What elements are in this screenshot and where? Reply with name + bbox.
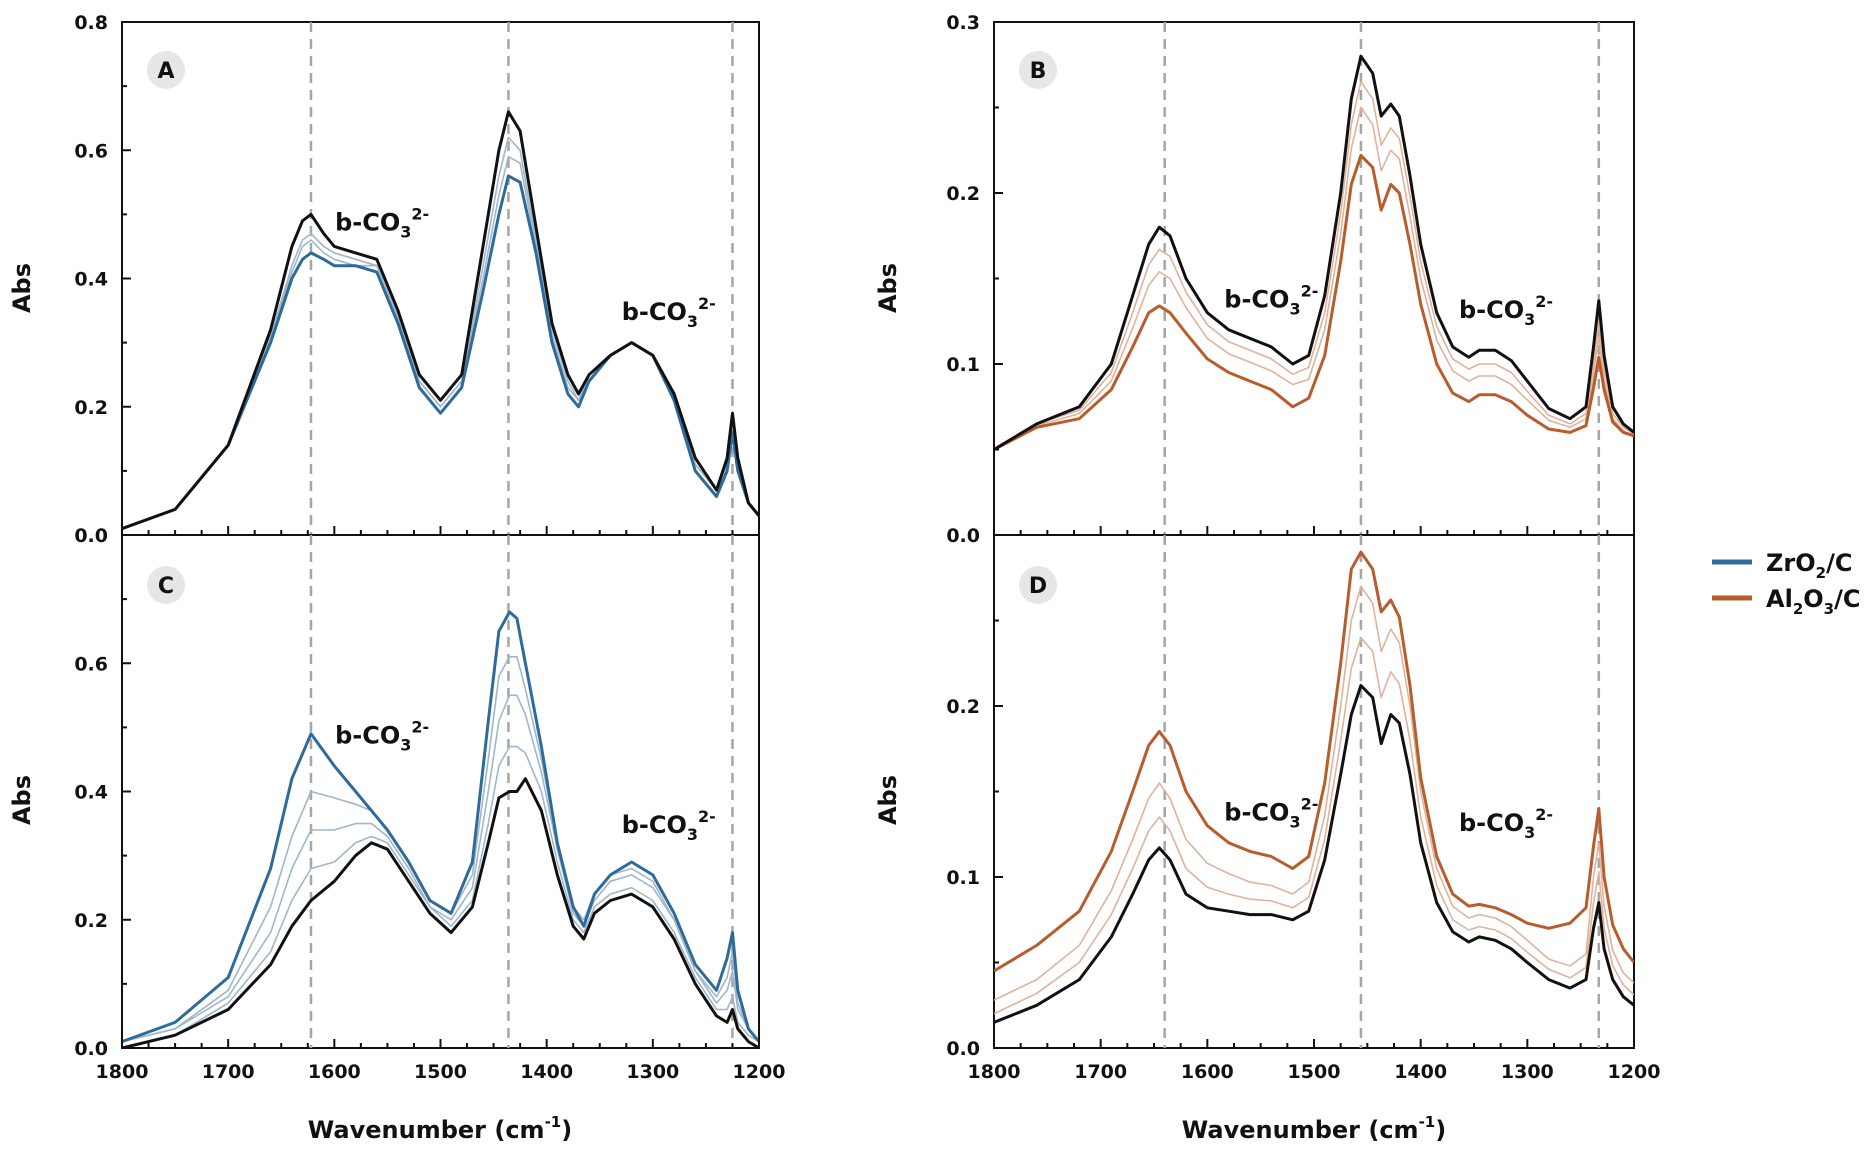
x-axis-label-left: Wavenumber (cm-1) xyxy=(308,1113,572,1144)
x-axis-label-left-close: ) xyxy=(561,1116,572,1144)
panel-c-series-step xyxy=(122,745,759,1048)
panel-a-ytick-label: 0.0 xyxy=(74,525,108,547)
panel-c-carbonate-annotation: b-CO32- xyxy=(622,807,716,844)
panel-b-series-final xyxy=(994,153,1634,451)
panel-d-series-black xyxy=(994,684,1634,1024)
panel-a-ytick-label: 0.2 xyxy=(74,397,108,419)
legend-al2o3-suffix: /C xyxy=(1834,585,1860,613)
y-axis-label-d: Abs xyxy=(874,775,902,825)
panel-a-series-black xyxy=(122,110,759,531)
panel-b-letter: B xyxy=(1030,59,1047,84)
panel-c-xtick-label: 1500 xyxy=(414,1061,467,1083)
panel-a-series-step xyxy=(122,136,759,530)
panel-a-ytick-label: 0.6 xyxy=(74,140,108,162)
legend-al2o3-sub2: 3 xyxy=(1824,600,1834,618)
panel-b-plot-area xyxy=(994,54,1634,451)
panel-c-xtick-label: 1600 xyxy=(308,1061,361,1083)
panel-d-ytick-label: 0.1 xyxy=(946,867,980,889)
panel-a-plot-area xyxy=(122,110,759,531)
panel-b-series-step xyxy=(994,81,1634,451)
panel-d-series-final xyxy=(994,550,1634,973)
y-axis-label-b: Abs xyxy=(874,263,902,313)
panel-b-series-black xyxy=(994,54,1634,451)
panel-c-plot-area xyxy=(122,610,759,1048)
panel-c-xtick-label: 1800 xyxy=(96,1061,149,1083)
panel-c-series-step xyxy=(122,694,759,1043)
panel-d-carbonate-annotation: b-CO32- xyxy=(1224,795,1318,832)
panel-c-xtick-label: 1700 xyxy=(202,1061,255,1083)
panel-d-letter: D xyxy=(1029,574,1047,599)
panel-d-xtick-label: 1700 xyxy=(1074,1061,1127,1083)
panel-d-ytick-label: 0.2 xyxy=(946,696,980,718)
panel-d-series-step xyxy=(994,585,1634,1001)
panel-d-xtick-label: 1500 xyxy=(1288,1061,1341,1083)
panel-c-series-black xyxy=(122,777,759,1048)
legend-al2o3-base: Al xyxy=(1766,585,1793,613)
panel-d: D 0.0 0.1 0.2 1800 1700 1600 1500 1400 1300 1200 b… xyxy=(946,534,1661,1083)
panel-d-xtick-label: 1800 xyxy=(968,1061,1021,1083)
panel-c: C 0.0 0.2 0.4 0.6 1800 1700 1600 1500 1400 1300 12… xyxy=(74,534,786,1083)
panel-d-xtick-label: 1300 xyxy=(1501,1061,1554,1083)
legend-zro2-suffix: /C xyxy=(1826,549,1852,577)
panel-c-letter: C xyxy=(158,574,174,599)
panel-b: B 0.0 0.1 0.2 0.3 b-CO32- b-CO32- xyxy=(946,12,1635,547)
panel-b-ytick-label: 0.0 xyxy=(946,525,980,547)
y-axis-label-a: Abs xyxy=(8,263,36,313)
panel-b-series-step xyxy=(994,106,1634,451)
legend-label-zro2: ZrO2/C xyxy=(1766,549,1852,582)
panel-a: A 0.0 0.2 0.4 0.6 0.8 b-CO32- b-CO32- xyxy=(74,12,760,547)
legend: ZrO2/C Al2O3/C xyxy=(1712,549,1860,618)
legend-al2o3-sub: 2 xyxy=(1793,600,1803,618)
x-axis-label-right-close: ) xyxy=(1435,1116,1446,1144)
panel-c-xtick-label: 1300 xyxy=(626,1061,679,1083)
panel-a-carbonate-annotation: b-CO32- xyxy=(335,204,429,241)
panel-a-badge xyxy=(147,51,185,89)
panel-d-xtick-label: 1400 xyxy=(1394,1061,1447,1083)
panel-d-plot-area xyxy=(994,550,1634,1024)
panel-d-series-step xyxy=(994,636,1634,1015)
panel-d-ytick-label: 0.0 xyxy=(946,1038,980,1060)
y-axis-label-c: Abs xyxy=(8,775,36,825)
panel-c-frame xyxy=(121,534,760,1049)
panel-a-carbonate-annotation: b-CO32- xyxy=(622,294,716,331)
legend-zro2-base: ZrO xyxy=(1766,549,1816,577)
panel-b-frame xyxy=(993,21,1635,536)
panel-b-ytick-label: 0.3 xyxy=(946,12,980,34)
panel-c-series-step xyxy=(122,656,759,1043)
x-axis-label-left-sup: -1 xyxy=(545,1113,562,1131)
legend-zro2-sub: 2 xyxy=(1816,564,1826,582)
legend-al2o3-mid: O xyxy=(1803,585,1823,613)
panel-c-ytick-label: 0.2 xyxy=(74,910,108,932)
panel-a-ytick-label: 0.8 xyxy=(74,12,108,34)
panel-b-carbonate-annotation: b-CO32- xyxy=(1459,292,1553,329)
panel-a-letter: A xyxy=(157,59,174,84)
x-axis-label-right-sup: -1 xyxy=(1419,1113,1436,1131)
panel-d-xtick-label: 1600 xyxy=(1181,1061,1234,1083)
panel-a-series-final xyxy=(122,174,759,531)
panel-d-badge xyxy=(1019,566,1057,604)
legend-label-al2o3: Al2O3/C xyxy=(1766,585,1860,618)
panel-b-ytick-label: 0.2 xyxy=(946,183,980,205)
panel-c-ytick-label: 0.4 xyxy=(74,782,108,804)
panel-d-carbonate-annotation: b-CO32- xyxy=(1459,805,1553,842)
panel-c-carbonate-annotation: b-CO32- xyxy=(335,717,429,754)
panel-c-xtick-label: 1200 xyxy=(733,1061,786,1083)
x-axis-label-right: Wavenumber (cm-1) xyxy=(1182,1113,1446,1144)
panel-c-ytick-label: 0.0 xyxy=(74,1038,108,1060)
panel-a-ytick-label: 0.4 xyxy=(74,269,108,291)
panel-a-series-step xyxy=(122,155,759,530)
panel-c-xtick-label: 1400 xyxy=(520,1061,573,1083)
panel-b-ytick-label: 0.1 xyxy=(946,354,980,376)
x-axis-label-right-main: Wavenumber (cm xyxy=(1182,1116,1419,1144)
panel-d-xtick-label: 1200 xyxy=(1608,1061,1661,1083)
panel-c-ytick-label: 0.6 xyxy=(74,653,108,675)
panel-c-series-final xyxy=(122,610,759,1044)
panel-b-badge xyxy=(1019,51,1057,89)
panel-c-badge xyxy=(147,566,185,604)
x-axis-label-left-main: Wavenumber (cm xyxy=(308,1116,545,1144)
panel-b-carbonate-annotation: b-CO32- xyxy=(1224,282,1318,319)
